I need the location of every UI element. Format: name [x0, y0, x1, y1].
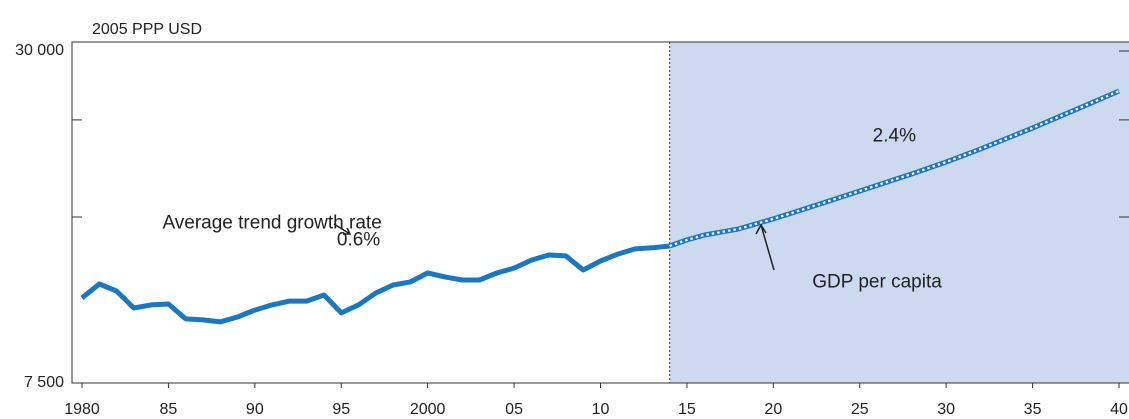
x-tick-label: 25: [851, 401, 869, 418]
x-tick-label: 40: [1110, 401, 1128, 418]
x-tick-label: 05: [505, 401, 523, 418]
gdp-line: [80, 243, 670, 325]
x-tick-label: 35: [1024, 401, 1042, 418]
projection-shade: [669, 42, 1129, 383]
annotation: Average trend growth rate: [162, 212, 381, 233]
x-tick-label: 90: [246, 401, 264, 418]
x-tick-label: 15: [678, 401, 696, 418]
annotation: 0.6%: [337, 229, 380, 250]
x-tick-label: 1980: [64, 401, 100, 418]
annotation: GDP per capita: [812, 272, 942, 293]
y-unit: 2005 PPP USD: [92, 21, 202, 38]
x-tick-label: 10: [592, 401, 610, 418]
gdp-line-dots: [669, 89, 1120, 248]
x-tick-label: 85: [160, 401, 178, 418]
x-tick-label: 95: [332, 401, 350, 418]
annotation: 2.4%: [873, 125, 916, 146]
arrow: [333, 223, 352, 235]
x-tick-label: 2000: [410, 401, 446, 418]
x-tick-label: 30: [937, 401, 955, 418]
arrow: [755, 223, 775, 271]
y-tick-label: 30 000: [15, 42, 64, 59]
x-tick-label: 20: [764, 401, 782, 418]
y-tick-label: 7 500: [24, 374, 64, 391]
